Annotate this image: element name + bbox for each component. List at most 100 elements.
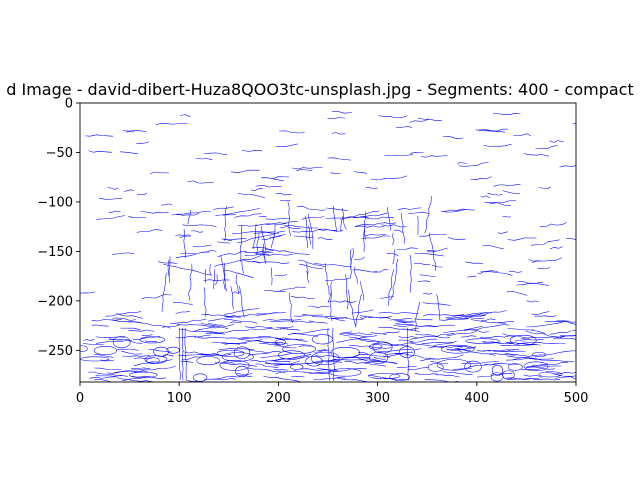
segment-edge	[326, 207, 349, 211]
segment-edge	[539, 222, 567, 228]
segment-edge	[392, 232, 395, 246]
segment-edge	[279, 326, 294, 329]
segment-edge	[544, 320, 571, 322]
segment-edge	[502, 190, 521, 194]
segment-edge	[340, 216, 344, 233]
segment-edge	[384, 154, 414, 157]
segment-edge	[196, 356, 220, 366]
segment-edge	[292, 229, 326, 233]
segment-edge	[265, 218, 291, 220]
segment-edge	[223, 237, 247, 240]
segment-edge	[308, 372, 330, 374]
segment-edge	[140, 211, 169, 214]
segment-edge	[230, 169, 260, 173]
segment-edge	[413, 262, 431, 266]
segment-edge	[187, 209, 191, 225]
segment-edge	[311, 334, 333, 345]
segment-edge	[365, 187, 378, 189]
segment-edge	[351, 309, 374, 314]
segment-edge	[96, 215, 126, 220]
segment-edge	[250, 327, 288, 330]
segment-edge	[136, 228, 163, 233]
segment-edge	[271, 353, 312, 362]
segment-edge	[235, 274, 239, 294]
segment-edge	[91, 324, 109, 327]
segment-edge	[340, 210, 380, 220]
segment-edge	[89, 376, 116, 379]
segment-edge	[260, 352, 294, 359]
segment-edge	[205, 329, 251, 334]
segment-edge	[250, 187, 264, 191]
segment-edge	[290, 296, 315, 299]
y-tick-label: 0	[65, 97, 73, 112]
segment-edge	[402, 328, 420, 333]
segment-edge	[399, 346, 415, 358]
segment-edge	[224, 308, 260, 315]
segment-edge	[175, 234, 191, 237]
segment-edge	[91, 319, 122, 322]
segment-edge	[476, 373, 513, 378]
segment-edge	[384, 353, 403, 356]
segment-edge	[419, 233, 447, 237]
segment-edge	[333, 205, 338, 232]
segment-edge	[297, 205, 326, 211]
segment-edge	[572, 330, 576, 331]
segment-edge	[318, 228, 337, 231]
segment-edge	[525, 362, 569, 368]
segment-edge	[247, 350, 281, 356]
segment-edge	[311, 351, 340, 365]
segment-edge	[528, 358, 575, 363]
segment-edge	[255, 232, 260, 255]
segment-edge	[93, 346, 117, 355]
segment-edge	[182, 351, 223, 356]
segment-edge	[245, 326, 273, 328]
segment-edge	[235, 365, 249, 378]
segment-edge	[442, 371, 473, 376]
segment-edge	[112, 252, 135, 255]
segment-edge	[500, 344, 531, 346]
segment-edge	[396, 126, 412, 128]
segment-edge	[177, 324, 216, 327]
segment-edge	[213, 269, 215, 289]
segment-edge	[216, 241, 231, 244]
segment-edge	[88, 150, 112, 153]
segment-edge	[383, 353, 409, 358]
segment-edge	[182, 224, 217, 228]
segment-edge	[398, 325, 439, 328]
segment-edge	[255, 184, 282, 188]
segment-edge	[393, 319, 414, 322]
segment-edge	[132, 336, 161, 340]
segment-edge	[299, 263, 323, 269]
segment-edge	[178, 327, 181, 381]
segment-edge	[328, 368, 362, 377]
segment-edge	[357, 352, 391, 358]
segment-edge	[352, 269, 378, 273]
segment-edge	[262, 319, 302, 321]
segment-edge	[392, 249, 395, 265]
segment-edge	[480, 335, 516, 339]
segment-edge	[175, 310, 190, 314]
segment-edge	[218, 348, 255, 350]
segment-edge	[95, 341, 124, 344]
segment-edge	[361, 235, 391, 239]
segment-edge	[439, 318, 469, 321]
segment-edge	[241, 259, 244, 274]
segment-edge	[112, 317, 136, 321]
segment-edge	[336, 335, 377, 343]
segment-edge	[327, 157, 352, 161]
segment-edge	[99, 197, 123, 200]
segment-edge	[389, 318, 413, 321]
segment-edge	[395, 322, 407, 325]
segment-edge	[290, 364, 304, 370]
segment-edge	[522, 341, 566, 344]
segment-edge	[505, 355, 533, 361]
segment-edge	[207, 313, 252, 322]
segment-edge	[506, 377, 532, 380]
segment-edge	[107, 187, 119, 190]
segment-edge	[516, 281, 544, 286]
segment-edge	[282, 344, 317, 354]
segment-edge	[421, 324, 455, 327]
segment-edge	[465, 261, 484, 264]
segment-edge	[534, 315, 556, 317]
